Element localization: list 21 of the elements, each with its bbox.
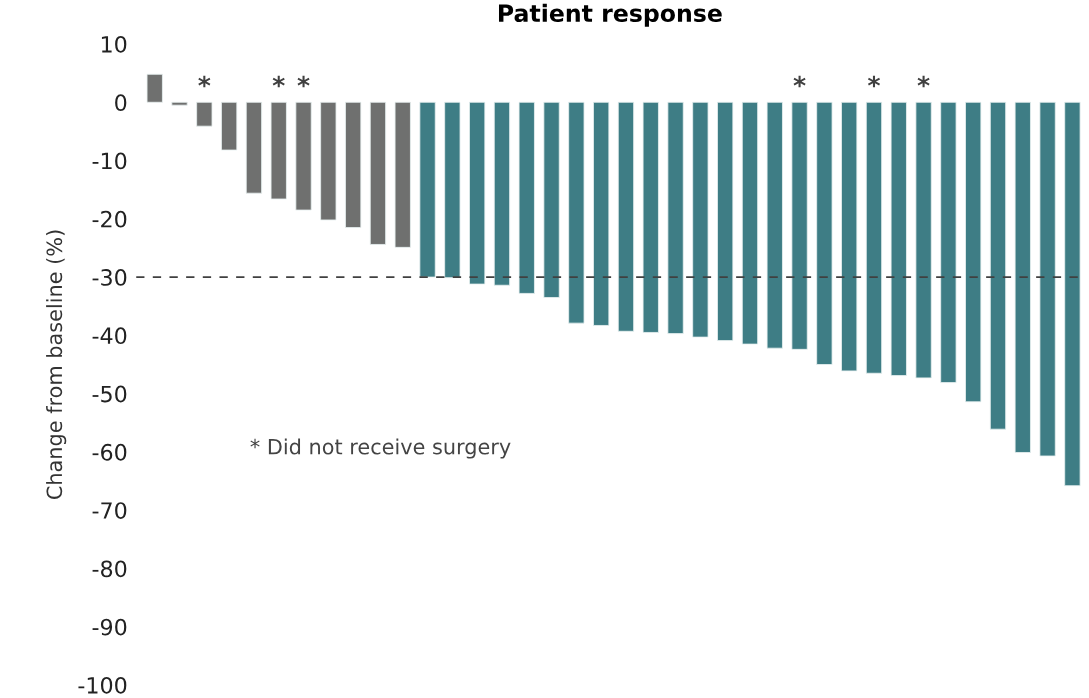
y-tick-label: -40	[92, 327, 127, 345]
data-label: *	[917, 75, 930, 88]
y-tick-label: 0	[115, 94, 127, 112]
y-axis-title: Change from baseline (%)	[46, 230, 67, 500]
y-tick-label: -30	[92, 269, 127, 286]
y-tick-label: -10	[92, 152, 127, 170]
y-tick-label: -50	[92, 385, 127, 403]
chart-title: Patient response	[498, 3, 722, 27]
data-label: *	[297, 75, 310, 88]
data-label: *	[793, 75, 806, 88]
y-tick-label: -80	[92, 560, 127, 578]
y-tick-label: -60	[92, 443, 127, 461]
y-tick-label: -100	[78, 676, 127, 694]
annotation: * Did not receive surgery	[250, 438, 511, 459]
y-tick-label: -90	[92, 618, 127, 636]
y-tick-label: -70	[92, 502, 127, 519]
data-label: *	[867, 75, 881, 88]
data-label: *	[198, 75, 211, 88]
data-label: *	[272, 75, 285, 88]
y-tick-label: 10	[101, 35, 127, 53]
y-tick-label: -20	[92, 210, 127, 228]
